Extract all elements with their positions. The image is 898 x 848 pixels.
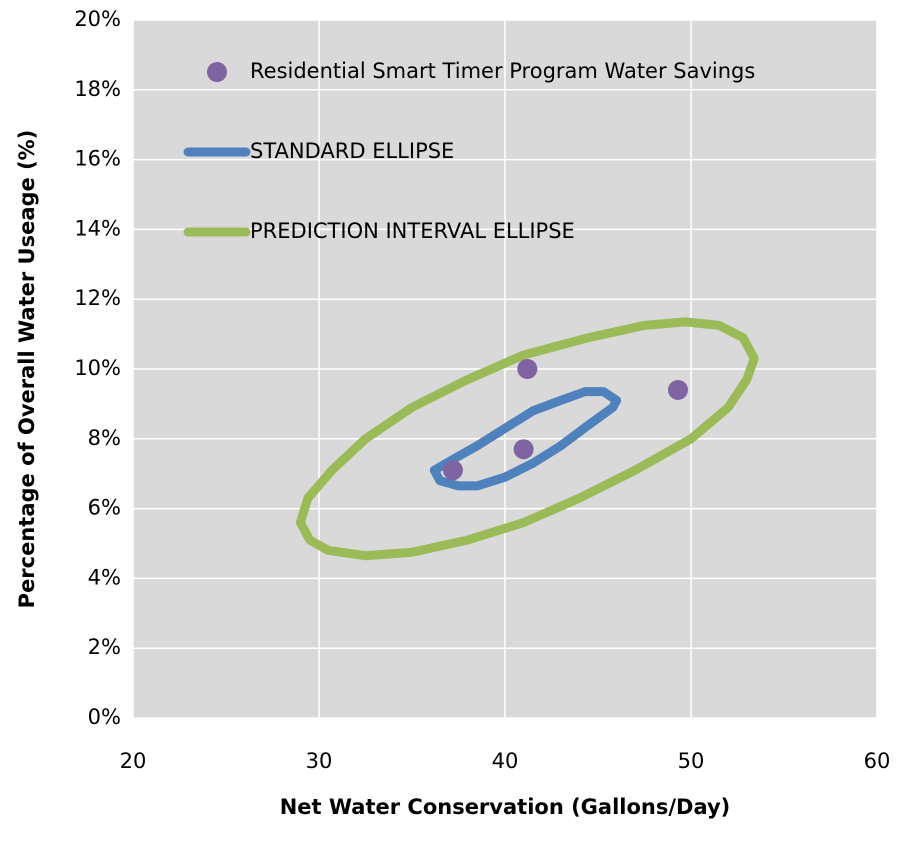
y-tick-label: 20% — [74, 7, 121, 31]
legend-label: PREDICTION INTERVAL ELLIPSE — [250, 219, 575, 243]
x-axis-label: Net Water Conservation (Gallons/Day) — [280, 795, 731, 819]
x-tick-label: 30 — [306, 749, 333, 773]
y-tick-label: 10% — [74, 356, 121, 380]
legend-label: Residential Smart Timer Program Water Sa… — [250, 59, 755, 83]
y-axis-label: Percentage of Overall Water Useage (%) — [15, 130, 39, 609]
legend-label: STANDARD ELLIPSE — [250, 139, 454, 163]
data-point — [517, 359, 538, 379]
data-point — [442, 460, 463, 481]
y-tick-label: 2% — [88, 635, 121, 659]
y-tick-label: 6% — [88, 496, 121, 520]
legend-marker — [207, 62, 227, 82]
x-tick-label: 50 — [678, 749, 705, 773]
y-tick-label: 0% — [88, 705, 121, 729]
x-tick-label: 20 — [120, 749, 147, 773]
ellipse-line — [295, 317, 759, 561]
ellipse-line — [429, 387, 622, 491]
y-tick-label: 16% — [74, 147, 121, 171]
data-point — [667, 379, 688, 400]
y-tick-label: 14% — [74, 216, 121, 240]
x-tick-label: 60 — [864, 749, 891, 773]
y-tick-label: 4% — [88, 565, 121, 589]
y-tick-label: 12% — [74, 286, 121, 310]
y-tick-label: 8% — [88, 426, 121, 450]
x-tick-label: 40 — [492, 749, 519, 773]
y-tick-label: 18% — [74, 77, 121, 101]
data-point — [513, 439, 534, 460]
